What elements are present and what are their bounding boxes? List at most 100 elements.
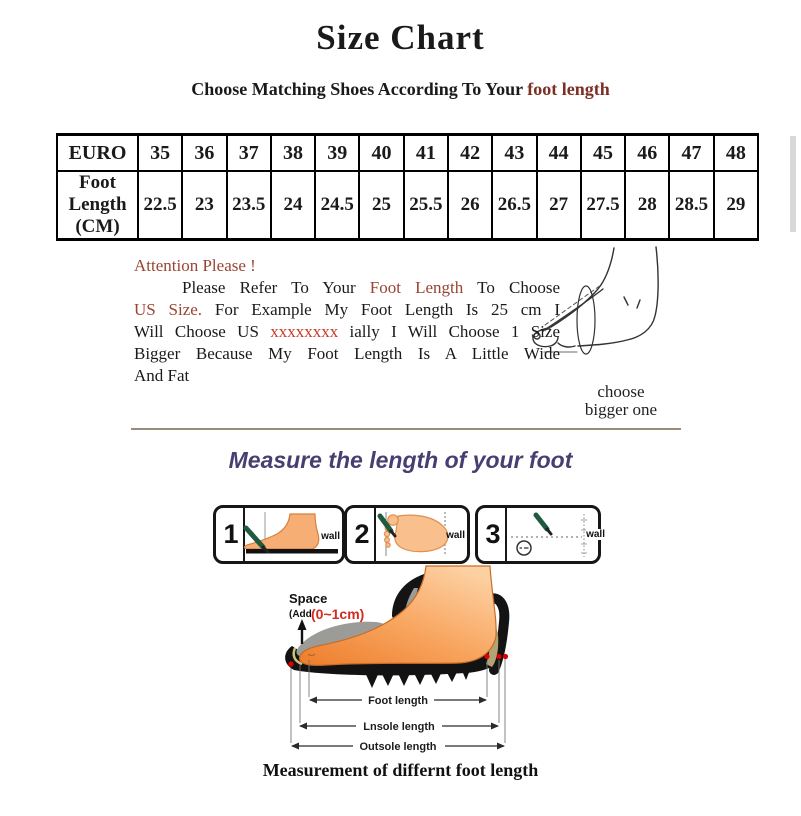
foot-length-cell: 24 [269, 169, 317, 241]
euro-size-cell: 39 [314, 133, 361, 172]
measure-arrows [292, 699, 504, 747]
toe-welt [292, 647, 303, 666]
outsole-tread [364, 658, 472, 688]
foot-length-cell: 24.5 [314, 169, 361, 241]
pen-tip [389, 529, 397, 538]
euro-size-cell: 44 [535, 133, 582, 172]
euro-size-cell: 45 [579, 133, 627, 172]
attention-text: ially I Will Choose 1 Size [338, 322, 560, 341]
space-add-label: (Add [289, 609, 312, 620]
foot-length-cell: 26 [446, 169, 494, 241]
attention-line: Bigger Because My Foot Length Is A Littl… [134, 344, 560, 363]
attention-line: And Fat [134, 366, 190, 385]
foot-sketch-toe-tip [533, 332, 541, 340]
scan-artifact-line [790, 136, 796, 232]
wall-label: wall [586, 529, 605, 540]
foot-length-cell: 28.5 [668, 169, 715, 241]
measure-arrowheads [291, 696, 505, 750]
insole-length-label: Lnsole length [363, 721, 435, 733]
foot-length-cell: 26.5 [491, 169, 538, 241]
foot-illustration [299, 565, 497, 666]
measure-section-heading: Measure the length of your foot [228, 447, 573, 473]
heel-counter [482, 593, 510, 675]
space-range-label: (0~1cm) [311, 606, 364, 622]
measure-point-dots [288, 653, 509, 667]
attention-line: Please Refer To Your Foot Length To Choo… [134, 278, 560, 300]
diagram-caption: Measurement of differnt foot length [262, 760, 539, 780]
toe [385, 542, 391, 548]
attention-redacted-x: xxxxxxxx [270, 322, 339, 341]
foot-sketch-heel-line [577, 246, 659, 347]
euro-size-cell: 48 [712, 133, 760, 172]
pen-tip [261, 545, 270, 554]
euro-size-cell: 36 [181, 133, 228, 172]
toe [383, 537, 390, 544]
panel-divider [374, 508, 376, 561]
attention-us-size-highlight: US Size. [134, 300, 203, 319]
floor-bar [246, 549, 338, 554]
attention-foot-length-highlight: Foot Length [369, 278, 464, 297]
attention-text: Will Choose US [134, 322, 271, 341]
step-panel-3: 3 wall [475, 505, 605, 564]
foot-length-cell: 22.5 [136, 169, 184, 241]
foot-measurement-diagram: Space (Add (0~1cm) [285, 565, 510, 753]
euro-size-cell: 35 [136, 133, 184, 172]
pen-icon [243, 525, 266, 550]
foot-length-header: Foot Length (CM) [56, 169, 139, 241]
step-number: 3 [485, 519, 501, 549]
foot-side-view [243, 513, 320, 550]
step-panel-2: 2 wall [344, 505, 470, 564]
attention-heading: Attention Please ! [134, 256, 256, 275]
subtitle-text: Choose Matching Shoes According To Your [191, 79, 528, 99]
size-table: EURO 35 36 37 38 39 40 41 42 43 44 45 46… [56, 133, 760, 241]
ruler-ticks [581, 519, 587, 554]
big-toe [387, 514, 399, 526]
toe [383, 530, 391, 538]
space-label: Space [289, 591, 327, 606]
attention-line: Will Choose US xxxxxxxx ially I Will Cho… [134, 322, 560, 344]
step1-graphic [243, 512, 338, 554]
subtitle: Choose Matching Shoes According To Your … [0, 79, 801, 100]
foot-length-cell: 27.5 [579, 169, 627, 241]
wall-label: wall [446, 530, 465, 541]
euro-size-cell: 41 [402, 133, 449, 172]
foot-length-label: Foot length [368, 695, 428, 707]
attention-text: For Example My Foot Length Is 25 cm I [202, 300, 560, 319]
section-divider [131, 428, 681, 430]
pen-tip [545, 527, 553, 536]
outsole-length-label: Outsole length [360, 741, 437, 753]
attention-text: Please Refer To Your [182, 278, 370, 297]
step3-graphic [511, 512, 587, 557]
foot-length-cell: 25.5 [402, 169, 449, 241]
euro-size-cell: 47 [668, 133, 715, 172]
step2-graphic [377, 512, 449, 556]
euro-size-cell: 42 [446, 133, 494, 172]
panel-divider [243, 508, 245, 561]
foot-sketch-toe-bump [557, 342, 576, 348]
wall-label: wall [321, 531, 340, 542]
measuring-tape-line [544, 284, 602, 326]
euro-size-cell: 38 [269, 133, 317, 172]
euro-size-cell: 46 [624, 133, 671, 172]
measure-guide-lines [290, 657, 506, 743]
foot-length-cell: 23 [181, 169, 228, 241]
page-title: Size Chart [316, 18, 485, 57]
attention-text: To Choose [463, 278, 560, 297]
choose-bigger-note: choose bigger one [584, 382, 658, 419]
foot-length-cell: 27 [535, 169, 582, 241]
foot-length-cell: 28 [624, 169, 671, 241]
girth-loop [576, 285, 596, 355]
subtitle-highlight: foot length [527, 79, 610, 99]
euro-row: EURO 35 36 37 38 39 40 41 42 43 44 45 46… [56, 133, 760, 172]
shoe-collar [392, 574, 425, 619]
foot-sketch-shin-line [550, 247, 615, 328]
euro-size-cell: 37 [225, 133, 272, 172]
euro-header: EURO [56, 133, 139, 172]
step-number: 2 [354, 519, 370, 549]
euro-size-cell: 40 [358, 133, 405, 172]
pen-icon [533, 512, 550, 532]
toenail [307, 653, 316, 656]
step-number: 1 [223, 519, 239, 549]
foot-length-cell: 23.5 [225, 169, 272, 241]
